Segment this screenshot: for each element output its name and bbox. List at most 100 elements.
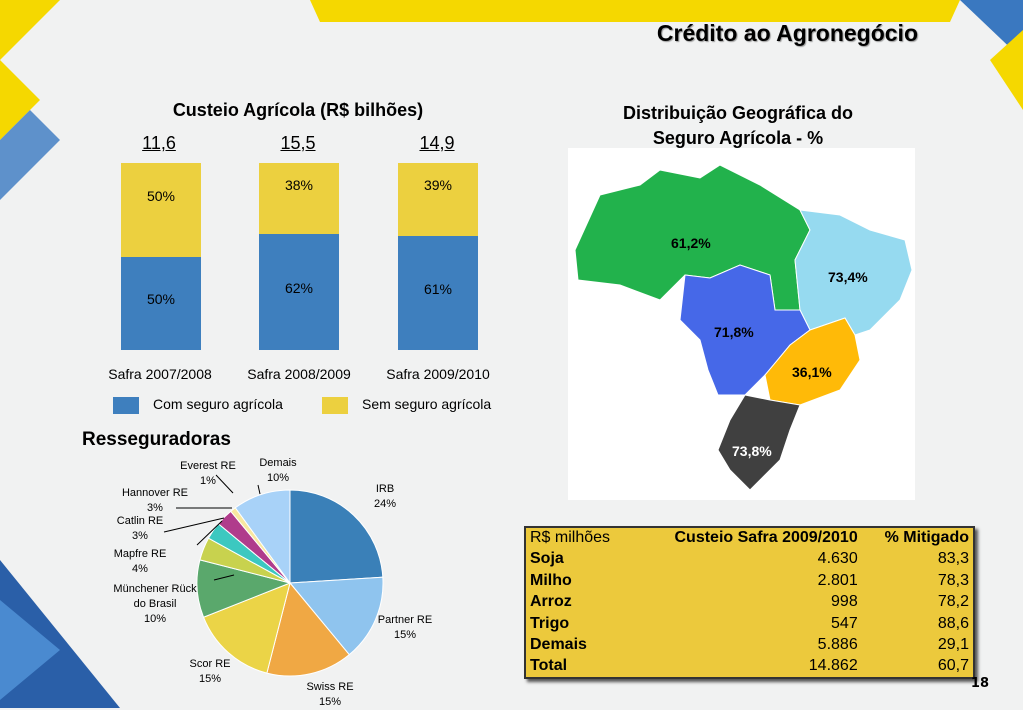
pie-label-name: Demais: [259, 457, 297, 469]
leader-line: [213, 574, 235, 581]
pie-label: Swiss RE 15%: [290, 680, 370, 710]
pie-slice: [289, 489, 384, 584]
legend-label: Com seguro agrícola: [153, 396, 283, 412]
pie-label-name: Partner RE: [377, 614, 433, 626]
page-title: Crédito ao Agronegócio: [656, 20, 918, 46]
bar-total: 14,9: [419, 133, 455, 153]
table-cell: Trigo: [530, 614, 570, 632]
pie-label: Catlin RE 3%: [100, 514, 180, 544]
pie-label-value: 3%: [147, 502, 163, 514]
pie-label: Demais 10%: [238, 456, 318, 486]
pie-label-name: IRB: [375, 483, 395, 495]
region-label: 73,8%: [732, 443, 772, 459]
leader-line: [196, 520, 223, 546]
table-cell: 2.801: [817, 571, 858, 589]
table-cell: 4.630: [817, 550, 858, 568]
custeio-table: R$ milhões Custeio Safra 2009/2010 % Mitig…: [524, 526, 975, 679]
bar-data-label: 50%: [146, 187, 176, 204]
pie-slice: [234, 489, 291, 585]
table-header: R$ milhões: [530, 529, 611, 547]
region-label: 73,4%: [828, 269, 868, 285]
map-title-line: Seguro Agrícola - %: [652, 128, 824, 148]
pie-label-value: 15%: [318, 696, 342, 708]
leader-line: [257, 484, 261, 495]
table-row: Arroz 998 78,2: [525, 592, 974, 614]
x-tick-label: Safra 2008/2009: [247, 366, 351, 382]
pie-label-name: Scor RE: [189, 658, 231, 670]
table-row: Demais 5.886 29,1: [525, 635, 974, 657]
table-cell: 83,3: [937, 550, 969, 568]
table-row: Trigo 547 88,6: [525, 613, 974, 635]
pie-slice: [202, 582, 291, 674]
bar-segment: [398, 235, 478, 350]
pie-label-name: Münchener Rück do Brasil: [113, 583, 197, 610]
bar-segment: [121, 163, 201, 257]
bar-chart-title: Custeio Agrícola (R$ bilhões): [172, 100, 424, 120]
table-cell: 998: [831, 593, 858, 611]
bar-segment: [121, 256, 201, 350]
map-title-line: Distribuição Geográfica do: [622, 103, 854, 123]
pie-label: Hannover RE 3%: [115, 486, 195, 516]
pie-label-name: Catlin RE: [116, 515, 164, 527]
table-cell: Demais: [530, 636, 587, 654]
table-cell: 88,6: [937, 614, 969, 632]
table-cell: 78,3: [937, 571, 969, 589]
region-sudeste: [764, 317, 861, 406]
region-label: 61,2%: [671, 235, 711, 251]
page-number: 18: [970, 676, 989, 691]
pie-label-name: Everest RE: [180, 460, 236, 472]
bar-total: 15,5: [280, 133, 316, 153]
table-row: Milho 2.801 78,3: [525, 570, 974, 592]
region-nordeste: [794, 209, 913, 336]
leader-line: [215, 474, 234, 494]
table-header: Custeio Safra 2009/2010: [674, 529, 858, 547]
region-label: 71,8%: [714, 324, 754, 340]
pie-slice: [288, 576, 384, 656]
table-cell: 547: [831, 614, 858, 632]
bar-segment: [259, 163, 339, 235]
bar-data-label: 38%: [284, 176, 314, 193]
pie-slice: [266, 581, 350, 677]
table-cell: 14.862: [808, 657, 858, 675]
pie-label-value: 1%: [200, 475, 216, 487]
x-tick-label: Safra 2009/2010: [386, 366, 490, 382]
bar-data-label: 50%: [146, 291, 176, 308]
region-label: 36,1%: [792, 364, 832, 380]
bar-segment: [259, 234, 339, 350]
bar-data-label: 61%: [423, 280, 453, 297]
pie-label-name: Hannover RE: [121, 487, 189, 499]
pie-label-value: 4%: [132, 563, 148, 575]
pie-label-value: 10%: [143, 613, 167, 625]
pie-label: Mapfre RE 4%: [100, 547, 180, 577]
table-cell: Soja: [530, 550, 564, 568]
bar-data-label: 39%: [423, 177, 453, 194]
table-row: Soja 4.630 83,3: [525, 549, 974, 571]
table-cell: Total: [530, 657, 568, 675]
table-cell: 29,1: [937, 636, 969, 654]
bar-total: 11,6: [142, 133, 176, 153]
pie-label-value: 15%: [393, 629, 417, 641]
pie-label-value: 15%: [198, 673, 222, 685]
pie-label: IRB 24%: [345, 482, 425, 512]
bar-segment: [398, 163, 478, 236]
pie-label: Everest RE 1%: [168, 459, 248, 489]
legend-swatch-sem-seguro: [322, 397, 348, 414]
bar-data-label: 62%: [284, 280, 314, 297]
leader-line: [163, 517, 225, 533]
map-title: Distribuição Geográfica do Seguro Agrícol…: [590, 101, 886, 151]
x-tick-label: Safra 2007/2008: [108, 366, 212, 382]
pie-label: Münchener Rück do Brasil 10%: [105, 582, 205, 627]
pie-label-value: 10%: [266, 472, 290, 484]
legend-label: Sem seguro agrícola: [362, 396, 492, 412]
pie-label-name: Swiss RE: [306, 681, 354, 693]
table-header: % Mitigado: [884, 529, 969, 547]
table-cell: 5.886: [817, 636, 858, 654]
table-cell: Arroz: [530, 593, 572, 611]
table-row: Total 14.862 60,7: [525, 656, 974, 678]
pie-label-name: Mapfre RE: [113, 548, 167, 560]
pie-label: Scor RE 15%: [170, 657, 250, 687]
pie-chart-title: Resseguradoras: [82, 429, 231, 450]
table-header-row: R$ milhões Custeio Safra 2009/2010 % Mitig…: [525, 527, 974, 549]
